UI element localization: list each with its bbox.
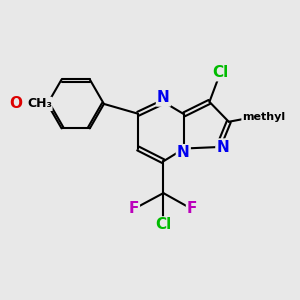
Text: N: N [157,91,170,106]
Text: methyl: methyl [242,112,285,122]
Text: F: F [187,201,197,216]
Text: O: O [10,96,23,111]
Text: Cl: Cl [155,218,172,232]
Text: N: N [216,140,229,154]
Text: N: N [177,145,190,160]
Text: F: F [128,201,139,216]
Text: Cl: Cl [213,65,229,80]
Text: CH₃: CH₃ [27,98,52,110]
